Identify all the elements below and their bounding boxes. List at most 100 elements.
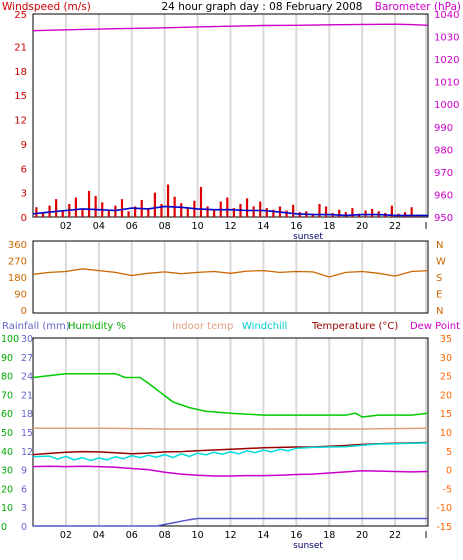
windspeed-bar: [226, 197, 229, 217]
humidity-tick: 90: [1, 353, 13, 364]
rainfall-tick: 18: [21, 409, 33, 420]
rainfall-tick: 6: [21, 484, 27, 495]
panel1-x-tick: 18: [323, 221, 335, 232]
rainfall-tick: 12: [21, 447, 33, 458]
panel3-x-tick: 12: [224, 530, 236, 541]
windspeed-bar: [364, 210, 367, 217]
windspeed-tick: 12: [14, 116, 27, 127]
windspeed-tick: 0: [21, 213, 27, 224]
windspeed-bar: [81, 208, 84, 217]
direction-degree-tick: 0: [21, 306, 27, 317]
humidity-tick: 100: [1, 334, 19, 345]
temperature-tick: 0: [446, 466, 452, 477]
panel3-frame: [32, 337, 429, 527]
barometer-tick: 1010: [434, 78, 459, 89]
temperature-tick: -5: [443, 484, 452, 495]
windspeed-bar: [324, 206, 328, 217]
windspeed-bar: [153, 192, 156, 217]
humidity-tick: 10: [1, 503, 13, 514]
windspeed-bar: [206, 206, 209, 217]
legend-windchill: Windchill: [242, 321, 287, 332]
panel3-x-tick: 22: [389, 530, 401, 541]
humidity-tick: 0: [1, 522, 7, 533]
panel1-x-tick: 20: [356, 221, 368, 232]
barometer-tick: 990: [434, 123, 453, 134]
windspeed-bar: [127, 211, 130, 217]
windspeed-bar: [61, 210, 64, 217]
direction-degree-tick: 90: [14, 290, 27, 301]
windspeed-bar: [134, 206, 137, 217]
barometer-line: [32, 23, 429, 32]
windspeed-bar: [199, 186, 203, 217]
rainfall-tick: 27: [21, 353, 33, 364]
wind-direction-line: [32, 268, 429, 278]
windspeed-bar: [180, 203, 183, 217]
temperature-tick: -10: [436, 503, 452, 514]
panel3-x-tick: 10: [192, 530, 204, 541]
windspeed-tick: 3: [21, 189, 27, 200]
temperature-tick: 25: [440, 372, 452, 383]
humidity-tick: 80: [1, 372, 13, 383]
windspeed-bar: [245, 198, 249, 217]
rainfall-tick: 0: [21, 522, 27, 533]
windspeed-bar: [87, 191, 91, 217]
windspeed-bar: [107, 209, 110, 217]
windspeed-bar: [371, 208, 374, 217]
barometer-tick: 1040: [434, 10, 459, 21]
direction-compass-tick: N: [436, 240, 443, 251]
legend-temperature: Temperature (°C): [311, 321, 398, 332]
humidity-line: [32, 372, 429, 418]
windspeed-bar: [390, 205, 393, 217]
panel3-x-tick: 14: [257, 530, 269, 541]
barometer-tick: 1000: [434, 100, 459, 111]
barometer-tick: 980: [434, 145, 453, 156]
panel3-x-tick: 18: [323, 530, 335, 541]
windspeed-tick: 21: [14, 42, 27, 53]
windspeed-bar: [403, 212, 407, 217]
temperature-tick: 15: [440, 409, 452, 420]
direction-degree-tick: 270: [8, 257, 27, 268]
panel1-x-tick: 06: [126, 221, 138, 232]
temperature-tick: -15: [436, 522, 452, 533]
panel1-x-tick: 14: [257, 221, 269, 232]
windspeed-bar: [166, 184, 170, 217]
sunset-label: sunset: [293, 541, 323, 551]
indoor-temp-line: [33, 427, 429, 430]
windspeed-bar: [410, 207, 413, 217]
panel1-x-tick: 22: [389, 221, 401, 232]
windspeed-tick: 9: [21, 140, 27, 151]
windspeed-tick: 18: [14, 67, 27, 78]
windspeed-bar: [94, 195, 97, 217]
rainfall-tick: 3: [21, 503, 27, 514]
windspeed-bar: [41, 212, 45, 217]
humidity-tick: 60: [1, 409, 13, 420]
panel2-frame: [32, 240, 429, 314]
direction-degree-tick: 180: [8, 273, 27, 284]
temperature-tick: 5: [446, 447, 452, 458]
windspeed-bar: [232, 208, 235, 217]
barometer-tick: 1020: [434, 55, 459, 66]
panel1-x-tick: 10: [192, 221, 204, 232]
humidity-tick: 50: [1, 428, 13, 439]
windchill-line: [32, 442, 429, 462]
windspeed-bar: [338, 209, 341, 217]
panel3-x-tick: 20: [356, 530, 368, 541]
windspeed-bar: [35, 207, 38, 217]
panel3-x-tick: 08: [159, 530, 171, 541]
panel1-x-tick: I: [425, 221, 428, 232]
rainfall-mm-line: [33, 517, 428, 527]
windspeed-bar: [259, 201, 262, 217]
windspeed-bar: [285, 210, 288, 217]
temperature-tick: 10: [440, 428, 452, 439]
legend-dew-point: Dew Point: [410, 321, 460, 332]
windspeed-bar: [344, 212, 347, 217]
windspeed-bar: [252, 206, 255, 217]
direction-compass-tick: N: [436, 306, 443, 317]
rainfall-tick: 21: [21, 390, 33, 401]
barometer-tick: 1030: [434, 33, 459, 44]
rainfall-tick: 15: [21, 428, 33, 439]
windspeed-bar: [265, 208, 268, 217]
